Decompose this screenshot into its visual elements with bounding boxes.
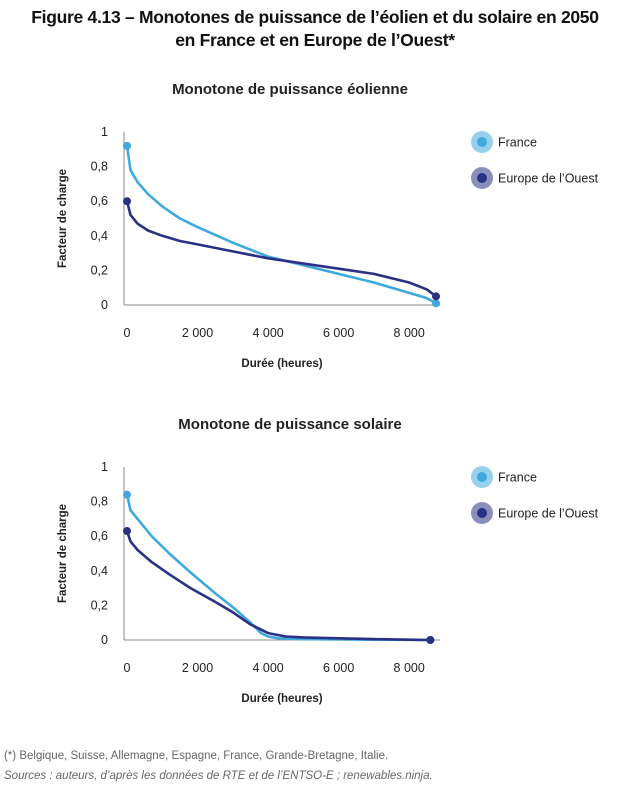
series-line-france [125,493,432,642]
legend-marker [477,472,487,482]
x-axis-label: Durée (heures) [241,358,322,370]
y-tick-label: 0,8 [91,160,108,174]
y-tick-label: 1 [101,125,108,139]
legend-marker [477,508,487,518]
x-tick-label: 0 [124,326,131,340]
y-tick-label: 0,6 [91,529,108,543]
x-tick-label: 6 000 [323,326,354,340]
x-tick-label: 4 000 [252,661,283,675]
wind-chart: Monotone de puissance éolienne 0 0,2 0,4 0,6… [57,81,599,370]
legend-marker [477,137,487,147]
y-tick-label: 0 [101,633,108,647]
sources-note: Sources : auteurs, d’après les données d… [4,770,433,782]
y-tick-label: 0,8 [91,495,108,509]
y-axis-label: Facteur de charge [57,504,69,603]
y-tick-label: 0 [101,298,108,312]
legend-label: Europe de l’Ouest [498,172,599,186]
footnote: (*) Belgique, Suisse, Allemagne, Espagne… [4,750,389,762]
y-tick-label: 0,2 [91,598,108,612]
series-start-point [123,197,131,206]
series-line-france [125,144,438,305]
solar-chart: Monotone de puissance solaire 0 0,2 0,4 0,6 0… [57,416,599,705]
y-tick-label: 0,2 [91,263,108,277]
figure-title: Figure 4.13 – Monotones de puissance de … [0,6,630,52]
legend-label: Europe de l’Ouest [498,507,599,521]
series-end-point [426,636,435,644]
x-tick-label: 2 000 [182,326,213,340]
legend-label: France [498,471,537,485]
y-tick-label: 0,6 [91,194,108,208]
chart-title: Monotone de puissance éolienne [172,81,408,98]
series-end-point [432,299,440,308]
x-tick-label: 6 000 [323,661,354,675]
x-tick-label: 2 000 [182,661,213,675]
chart-title: Monotone de puissance solaire [178,416,401,433]
figure-title-line-2: en France et en Europe de l’Ouest* [175,30,455,50]
series-start-point [123,490,131,499]
legend-label: France [498,136,537,150]
legend-marker [477,173,487,183]
x-tick-label: 4 000 [252,326,283,340]
x-tick-label: 8 000 [394,661,425,675]
x-tick-label: 8 000 [394,326,425,340]
figure-title-line-1: Figure 4.13 – Monotones de puissance de … [31,7,599,27]
y-tick-label: 0,4 [91,229,108,243]
y-tick-label: 1 [101,460,108,474]
y-axis-label: Facteur de charge [57,169,69,268]
series-start-point [123,527,131,536]
y-tick-label: 0,4 [91,564,108,578]
x-tick-label: 0 [124,661,131,675]
series-start-point [123,141,131,150]
x-axis-label: Durée (heures) [241,693,322,705]
series-line-europe [125,199,438,298]
series-line-europe [125,529,432,642]
series-end-point [432,292,440,301]
